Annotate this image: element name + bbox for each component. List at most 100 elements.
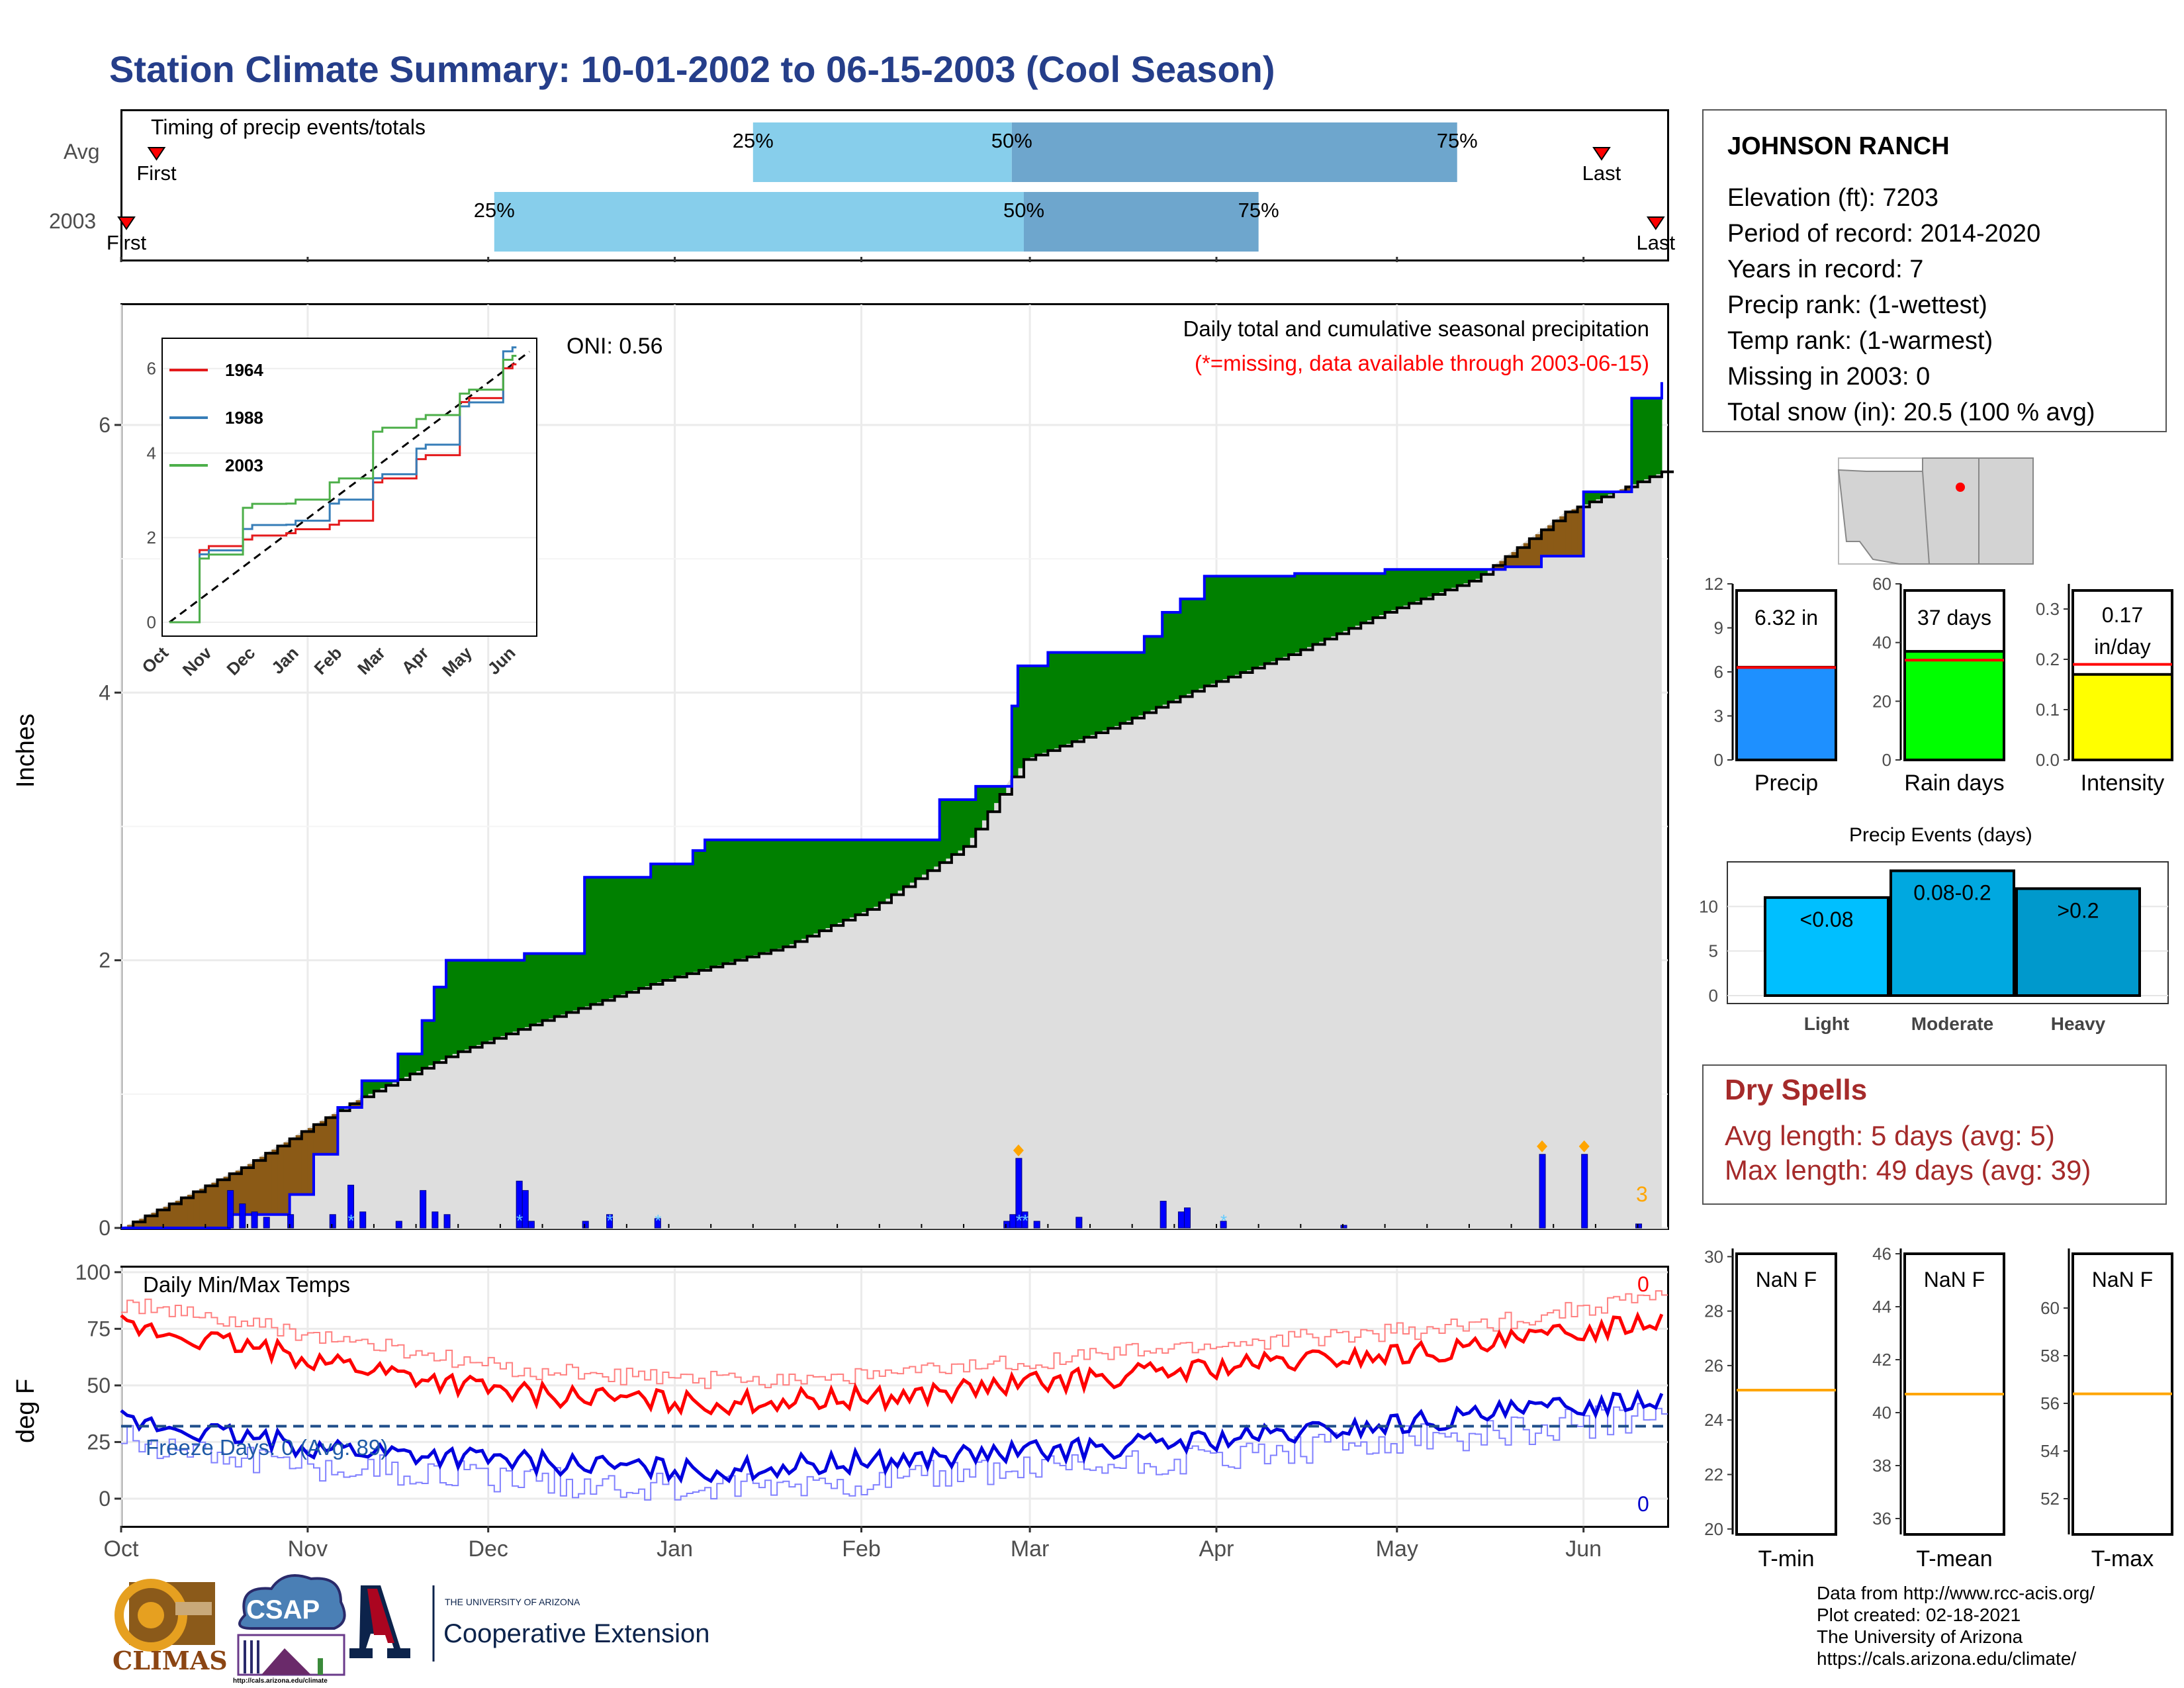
timing-bar-q50-q75 [1011, 122, 1457, 182]
precip-ytick-label: 4 [99, 680, 111, 704]
above-average-fill [1318, 573, 1326, 642]
inset-legend: 1964 1988 2003 [168, 357, 287, 490]
above-average-fill [662, 864, 670, 980]
above-average-fill [566, 953, 573, 1013]
above-average-fill [1408, 569, 1416, 604]
max-temp-line [120, 1311, 1664, 1417]
above-average-fill [764, 839, 772, 953]
tbar-ytick-label: 44 [1872, 1297, 1891, 1317]
daily-precip-bar [654, 1218, 661, 1229]
ua-small-text: THE UNIVERSITY OF ARIZONA [445, 1597, 580, 1607]
mini-value-label: 6.32 in [1754, 606, 1818, 630]
above-average-fill [500, 960, 507, 1037]
above-average-fill [1132, 652, 1139, 718]
below-average-fill [259, 1156, 266, 1215]
below-average-fill [277, 1146, 285, 1215]
timing-label: Timing of precip events/totals [151, 115, 426, 139]
above-average-fill [976, 786, 982, 829]
inset-series-2003 [169, 355, 517, 624]
above-average-fill [849, 839, 856, 917]
above-average-fill [1289, 576, 1295, 655]
above-average-fill [970, 800, 976, 838]
above-average-fill [433, 987, 441, 1063]
daily-precip-bar [359, 1211, 367, 1229]
avg-max-temp-line [121, 1290, 1668, 1389]
above-average-fill [837, 839, 844, 923]
daily-precip-bar [1184, 1207, 1191, 1229]
above-average-fill [1583, 492, 1590, 504]
above-average-fill [470, 960, 477, 1048]
tbar-ytick-label: 40 [1872, 1403, 1891, 1423]
above-average-fill [723, 839, 730, 964]
timing-q50-label: 50% [991, 129, 1032, 152]
below-average-fill [1493, 565, 1500, 570]
above-average-fill [825, 839, 832, 929]
above-average-fill [698, 850, 705, 970]
above-average-fill [1463, 569, 1470, 584]
above-average-fill [951, 800, 958, 855]
events-bar-Light [1764, 896, 1889, 998]
daily-precip-bar [1340, 1225, 1347, 1229]
above-average-fill [1120, 652, 1127, 724]
below-average-fill [223, 1176, 230, 1228]
above-average-fill [819, 839, 826, 931]
above-average-fill [410, 1054, 417, 1074]
above-average-fill [1077, 652, 1085, 740]
station-name: JOHNSON RANCH [1727, 132, 1950, 160]
below-average-fill [1577, 506, 1584, 557]
above-average-fill [530, 953, 537, 1025]
above-average-fill [674, 864, 682, 977]
above-average-fill [807, 839, 814, 937]
below-average-fill [217, 1180, 224, 1228]
tbar-ytick-label: 26 [1704, 1356, 1723, 1376]
mini-bar-charts: 0 3 6 9 12 6.32 in Precip 0 20 40 60 37 days Rain da… [1704, 574, 2173, 796]
snow-marker: * [1022, 1211, 1028, 1231]
below-average-fill [1565, 512, 1572, 557]
above-average-fill [380, 1080, 387, 1088]
events-title: Precip Events (days) [1849, 824, 2032, 846]
mini-ytick-label: 3 [1714, 706, 1723, 726]
station-years: Years in record: 7 [1727, 256, 1924, 283]
timing-first-label: First [107, 231, 147, 254]
mini-value-unit: in/day [2094, 635, 2150, 659]
below-average-fill [289, 1139, 296, 1195]
below-average-fill [127, 1225, 134, 1228]
above-average-fill [608, 877, 615, 999]
mini-ytick-label: 9 [1714, 618, 1723, 638]
above-average-fill [584, 877, 591, 1007]
above-average-fill [422, 1020, 429, 1068]
above-average-fill [1655, 398, 1662, 475]
below-average-fill [181, 1197, 188, 1228]
above-average-fill [506, 960, 513, 1034]
above-average-fill [686, 864, 694, 974]
tbar-ytick-label: 30 [1704, 1246, 1723, 1266]
above-average-fill [1457, 569, 1464, 586]
above-average-fill [1589, 492, 1596, 502]
daily-precip-bar [443, 1214, 451, 1229]
above-average-fill [831, 839, 838, 926]
below-average-fill [1571, 509, 1578, 557]
precip-ytick-label: 0 [99, 1216, 111, 1240]
below-average-fill [211, 1182, 218, 1228]
inset-average-line [169, 350, 530, 624]
timing-last-marker [1592, 147, 1611, 161]
daily-precip-bar [395, 1221, 402, 1229]
above-average-fill [1144, 636, 1151, 713]
temperature-bars: 20 22 24 26 28 30 NaN F T-min 36 38 40 42 44 46 NaN F T… [1704, 1244, 2173, 1571]
above-average-fill [1445, 569, 1452, 590]
timing-first-marker [117, 216, 136, 230]
above-average-fill [771, 839, 778, 951]
below-average-fill [349, 1103, 357, 1108]
month-label: Apr [1199, 1536, 1234, 1562]
timing-q25-label: 25% [733, 129, 774, 152]
snow-marker: * [607, 1211, 614, 1231]
cumulative-2003-line [121, 382, 1663, 1229]
temp-ytick-label: 75 [87, 1317, 111, 1340]
station-snow: Total snow (in): 20.5 (100 % avg) [1727, 399, 2095, 426]
inset-ytick-label: 4 [147, 443, 156, 463]
above-average-fill [626, 877, 633, 993]
above-average-fill [795, 839, 802, 942]
above-average-fill [602, 877, 610, 1001]
inset-legend-1988: 1988 [225, 408, 263, 428]
timing-q50-label: 50% [1003, 199, 1044, 222]
